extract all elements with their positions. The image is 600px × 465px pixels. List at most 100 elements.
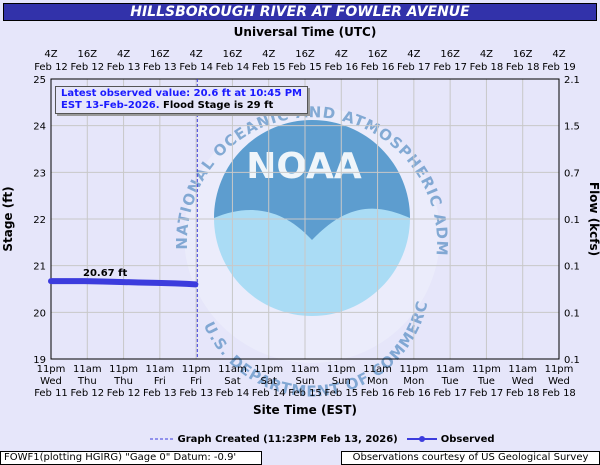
- bottom-tick-date: Feb 12: [107, 388, 141, 399]
- top-tick-time: 16Z: [223, 49, 243, 60]
- y-tick-label: 23: [33, 168, 46, 179]
- y-axis-ticks: 19 20 21 22 23 24 25: [33, 75, 46, 366]
- bottom-tick-date: Feb 18: [506, 388, 540, 399]
- chart-title: HILLSBOROUGH RIVER AT FOWLER AVENUE: [130, 4, 470, 20]
- top-tick-date: Feb 13: [143, 62, 177, 73]
- top-tick-time: 4Z: [44, 49, 57, 60]
- latest-value-line2: EST 13-Feb-2026. Flood Stage is 29 ft: [61, 100, 302, 112]
- legend-observed-label: Observed: [440, 434, 495, 445]
- bottom-tick-time: 11pm: [472, 364, 501, 375]
- y2-tick-label: 1.5: [564, 122, 580, 133]
- bottom-tick-day: Sat: [224, 376, 240, 387]
- bottom-tick-date: Feb 12: [70, 388, 104, 399]
- bottom-tick-day: Fri: [154, 376, 166, 387]
- y-tick-label: 22: [33, 215, 46, 226]
- top-tick-date: Feb 18: [506, 62, 540, 73]
- bottom-tick-day: Tue: [477, 376, 495, 387]
- top-tick-time: 4Z: [335, 49, 348, 60]
- footer-credit: Observations courtesy of US Geological S…: [341, 451, 600, 465]
- bottom-tick-date: Feb 13: [179, 388, 213, 399]
- top-tick-date: Feb 19: [542, 62, 576, 73]
- bottom-tick-time: 11am: [436, 364, 465, 375]
- bottom-tick-day: Thu: [113, 376, 133, 387]
- bottom-tick-date: Feb 17: [470, 388, 504, 399]
- bottom-tick-time: 11pm: [327, 364, 356, 375]
- bottom-tick-day: Wed: [548, 376, 570, 387]
- bottom-tick-time: 11am: [73, 364, 102, 375]
- grid-lines: [50, 78, 560, 360]
- observed-point: [136, 280, 141, 285]
- bottom-tick-day: Sat: [261, 376, 277, 387]
- y-tick-label: 19: [33, 355, 46, 366]
- top-tick-date: Feb 17: [433, 62, 467, 73]
- top-axis-ticks: 4Z Feb 12 16Z Feb 12 4Z Feb 13 16Z Feb 13 4Z Feb …: [34, 49, 576, 73]
- top-tick-date: Feb 13: [107, 62, 141, 73]
- top-tick-date: Feb 14: [179, 62, 213, 73]
- top-tick-date: Feb 16: [361, 62, 395, 73]
- title-bar: HILLSBOROUGH RIVER AT FOWLER AVENUE: [3, 3, 597, 21]
- observed-line: [48, 278, 199, 288]
- observed-point: [48, 278, 54, 284]
- top-tick-time: 4Z: [190, 49, 203, 60]
- bottom-tick-date: Feb 14: [216, 388, 250, 399]
- bottom-tick-day: Mon: [403, 376, 424, 387]
- bottom-tick-day: Wed: [512, 376, 534, 387]
- y2-tick-label: 0.1: [564, 308, 580, 319]
- top-tick-date: Feb 12: [34, 62, 68, 73]
- noaa-watermark: NATIONAL OCEANIC AND ATMOSPHERIC ADMINIS…: [0, 0, 450, 400]
- data-label: 20.67 ft: [83, 268, 127, 279]
- top-tick-date: Feb 14: [216, 62, 250, 73]
- top-tick-time: 16Z: [295, 49, 315, 60]
- plot-frame: [50, 78, 560, 360]
- bottom-tick-time: 11pm: [545, 364, 574, 375]
- bottom-tick-time: 11am: [508, 364, 537, 375]
- top-tick-time: 4Z: [552, 49, 565, 60]
- legend-created-swatch: [150, 438, 174, 440]
- top-tick-time: 4Z: [117, 49, 130, 60]
- bottom-tick-time: 11pm: [109, 364, 138, 375]
- bottom-tick-time: 11pm: [254, 364, 283, 375]
- top-tick-time: 4Z: [262, 49, 275, 60]
- y2-axis-title: Flow (kcfs): [587, 182, 600, 256]
- legend: Graph Created (11:23PM Feb 13, 2026) Obs…: [150, 433, 495, 447]
- bottom-tick-time: 11pm: [399, 364, 428, 375]
- bottom-tick-date: Feb 15: [288, 388, 322, 399]
- bottom-tick-date: Feb 14: [252, 388, 286, 399]
- y2-tick-label: 0.1: [564, 355, 580, 366]
- flood-stage-text: Flood Stage is 29 ft: [163, 100, 274, 111]
- latest-value-date: EST 13-Feb-2026.: [61, 100, 160, 111]
- top-tick-time: 16Z: [440, 49, 460, 60]
- observed-point: [154, 280, 160, 286]
- top-tick-date: Feb 12: [70, 62, 104, 73]
- bottom-tick-date: Feb 16: [397, 388, 431, 399]
- y2-tick-label: 0.7: [564, 168, 580, 179]
- top-tick-date: Feb 15: [288, 62, 322, 73]
- latest-value-box: Latest observed value: 20.6 ft at 10:45 …: [55, 86, 308, 114]
- bottom-tick-day: Tue: [441, 376, 459, 387]
- bottom-tick-day: Sun: [295, 376, 314, 387]
- y-axis-title: Stage (ft): [1, 186, 15, 251]
- observed-point: [184, 281, 190, 287]
- y-tick-label: 21: [33, 262, 46, 273]
- series-observed: [48, 278, 199, 288]
- y-tick-label: 24: [33, 122, 46, 133]
- top-tick-time: 4Z: [480, 49, 493, 60]
- bottom-tick-time: 11pm: [37, 364, 66, 375]
- bottom-tick-day: Mon: [367, 376, 388, 387]
- bottom-tick-day: Sun: [332, 376, 351, 387]
- observed-point: [82, 278, 87, 284]
- bottom-tick-day: Wed: [40, 376, 62, 387]
- observed-point: [100, 279, 105, 284]
- bottom-tick-date: Feb 18: [542, 388, 576, 399]
- bottom-tick-date: Feb 17: [433, 388, 467, 399]
- latest-value-line1: Latest observed value: 20.6 ft at 10:45 …: [61, 88, 302, 99]
- y2-tick-label: 0.1: [564, 262, 580, 273]
- y-tick-label: 20: [33, 308, 46, 319]
- bottom-tick-day: Fri: [190, 376, 202, 387]
- noaa-logo-disc-dark: [214, 120, 410, 240]
- bottom-tick-date: Feb 15: [324, 388, 358, 399]
- top-tick-date: Feb 15: [252, 62, 286, 73]
- y2-axis-ticks: 0.1 0.1 0.1 0.1 0.7 1.5 2.1: [564, 75, 580, 366]
- observed-point: [172, 281, 178, 286]
